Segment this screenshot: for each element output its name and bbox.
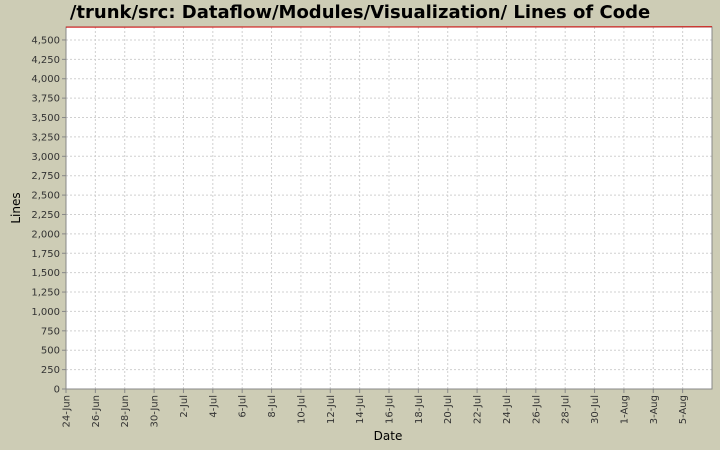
chart-title: /trunk/src: Dataflow/Modules/Visualizati… [70, 2, 650, 23]
y-tick-label: 1,250 [31, 288, 60, 299]
y-tick-label: 3,750 [31, 94, 60, 105]
y-tick-label: 500 [41, 346, 60, 357]
y-tick-label: 3,000 [31, 152, 60, 163]
x-tick-label: 28-Jun [120, 395, 131, 428]
x-tick-label: 28-Jul [561, 395, 572, 424]
x-tick-label: 22-Jul [473, 395, 484, 424]
y-tick-label: 4,000 [31, 74, 60, 85]
x-tick-label: 1-Aug [619, 395, 630, 424]
y-tick-label: 750 [41, 326, 60, 337]
y-tick-label: 2,250 [31, 210, 60, 221]
x-tick-label: 30-Jul [590, 395, 601, 424]
x-tick-label: 14-Jul [355, 395, 366, 424]
x-tick-label: 8-Jul [267, 395, 278, 418]
x-axis-label: Date [374, 429, 403, 443]
x-tick-label: 16-Jul [385, 395, 396, 424]
y-tick-label: 1,750 [31, 249, 60, 260]
y-tick-label: 3,250 [31, 132, 60, 143]
x-tick-label: 3-Aug [649, 395, 660, 424]
y-tick-label: 3,500 [31, 113, 60, 124]
y-tick-label: 1,000 [31, 307, 60, 318]
x-tick-label: 10-Jul [296, 395, 307, 424]
x-tick-label: 24-Jun [62, 395, 73, 428]
x-tick-label: 30-Jun [150, 395, 161, 428]
y-tick-label: 4,250 [31, 55, 60, 66]
x-tick-label: 26-Jul [531, 395, 542, 424]
x-tick-label: 12-Jul [326, 395, 337, 424]
y-tick-label: 2,500 [31, 191, 60, 202]
y-axis-label: Lines [9, 192, 23, 223]
x-tick-label: 2-Jul [179, 395, 190, 418]
y-tick-label: 4,500 [31, 35, 60, 46]
y-tick-label: 1,500 [31, 268, 60, 279]
y-tick-label: 2,000 [31, 229, 60, 240]
y-tick-label: 2,750 [31, 171, 60, 182]
y-tick-label: 0 [54, 385, 60, 396]
y-tick-label: 250 [41, 365, 60, 376]
x-tick-label: 18-Jul [414, 395, 425, 424]
x-tick-label: 6-Jul [238, 395, 249, 418]
x-tick-label: 5-Aug [678, 395, 689, 424]
x-tick-label: 24-Jul [502, 395, 513, 424]
x-tick-label: 4-Jul [208, 395, 219, 418]
x-tick-label: 20-Jul [443, 395, 454, 424]
x-tick-label: 26-Jun [91, 395, 102, 428]
